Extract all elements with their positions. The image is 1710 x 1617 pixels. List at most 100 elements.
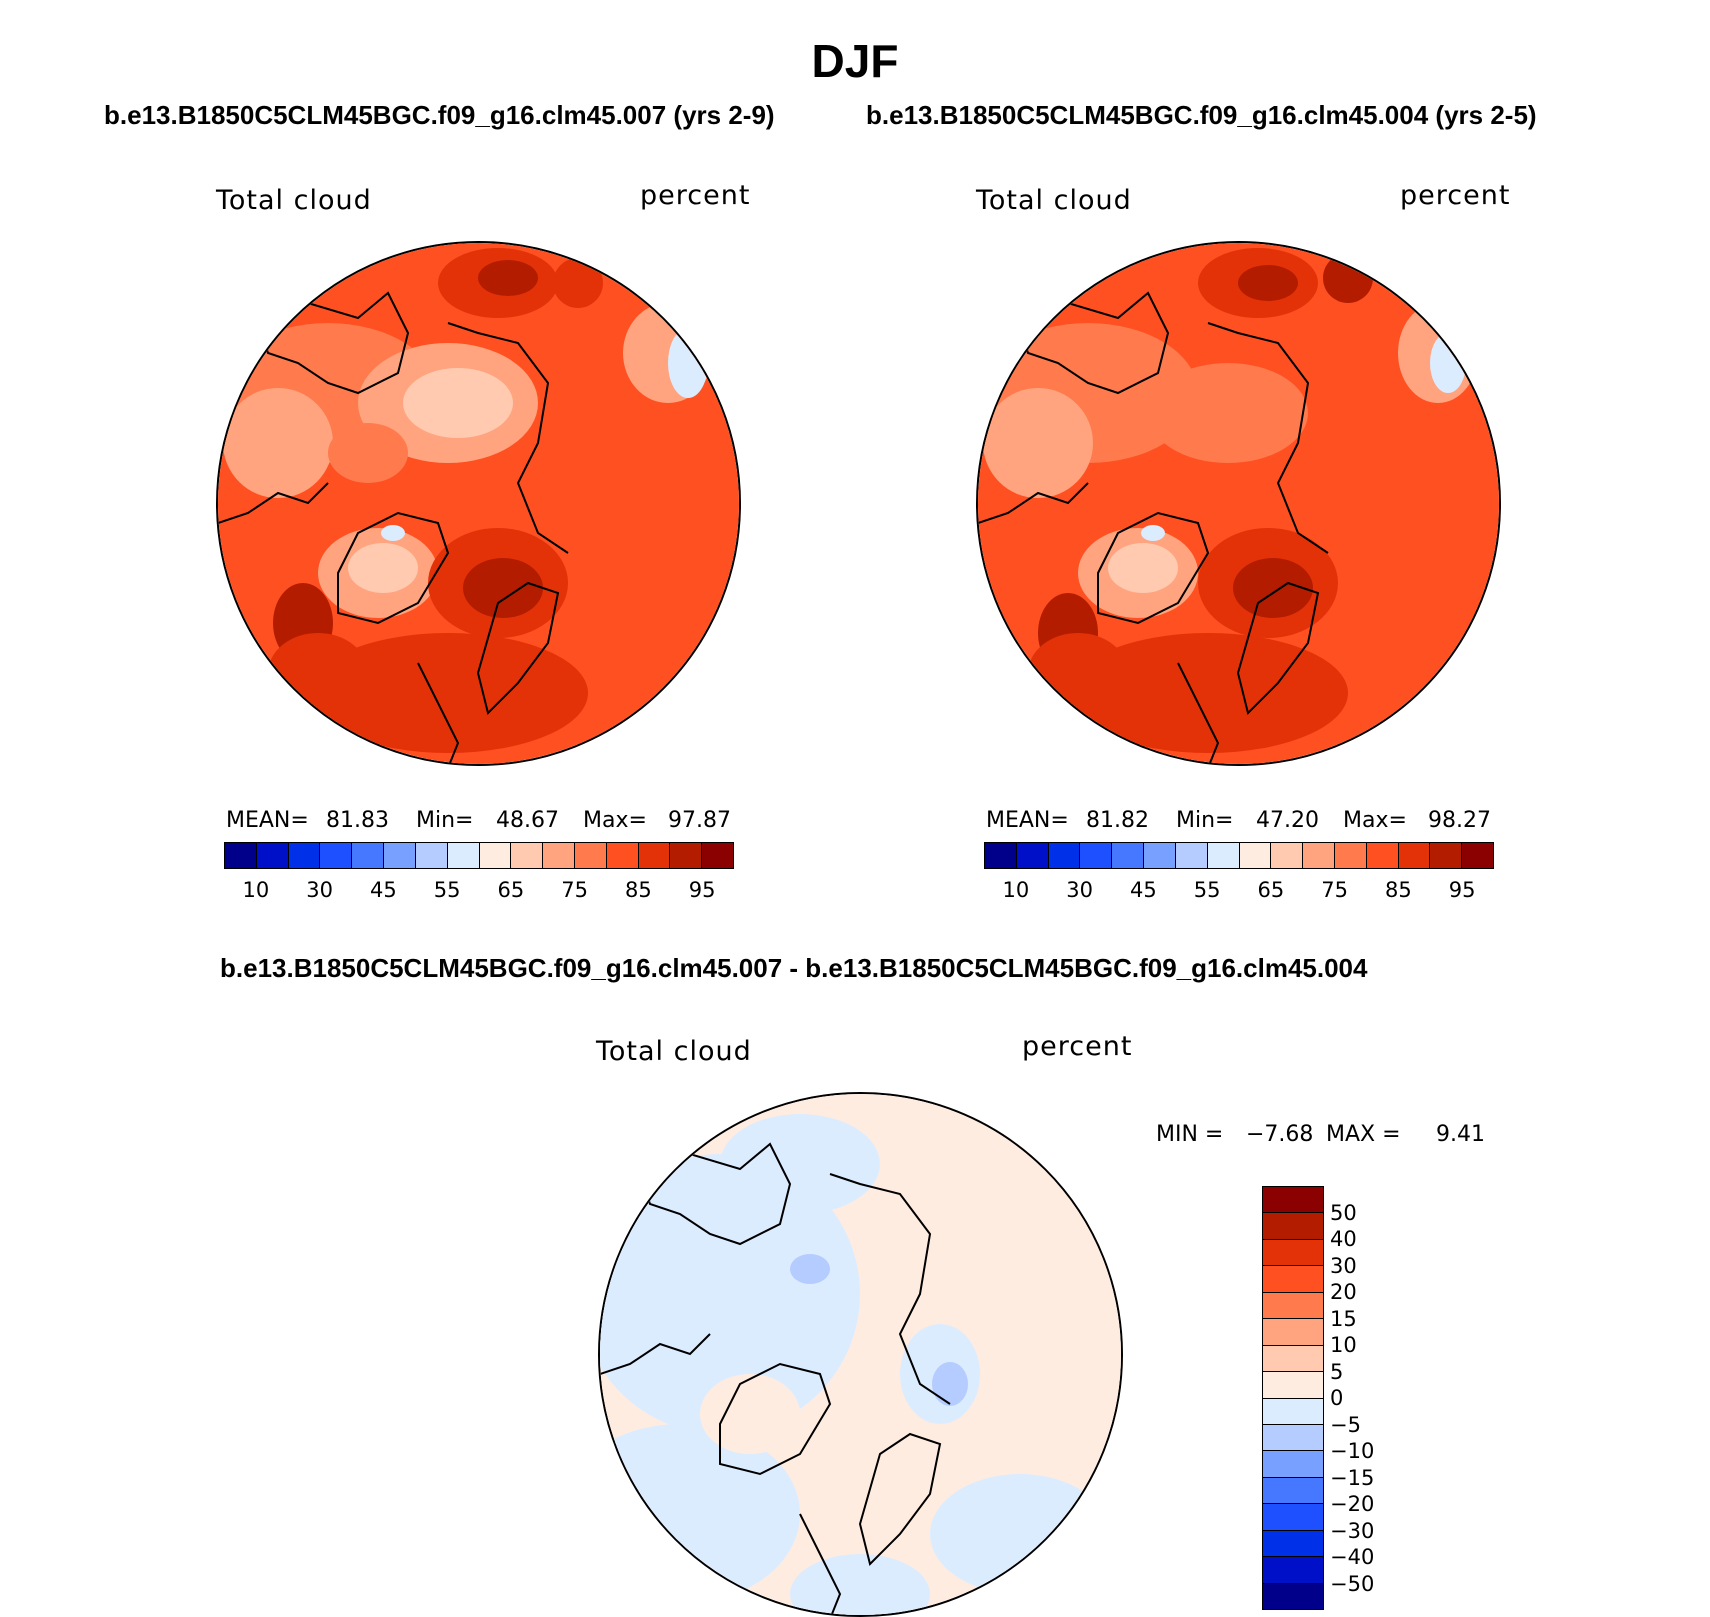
left-colorbar-swatch <box>225 843 257 868</box>
right-colorbar-swatch <box>1144 843 1176 868</box>
diff-colorbar-tick-label: −30 <box>1330 1518 1375 1543</box>
diff-colorbar-tick-label: 10 <box>1330 1333 1357 1357</box>
left-colorbar-swatch <box>320 843 353 868</box>
left-colorbar-swatch <box>288 843 321 868</box>
right-panel-subtitle: b.e13.B1850C5CLM45BGC.f09_g16.clm45.004 … <box>866 100 1537 130</box>
right-colorbar-swatch <box>1334 843 1367 868</box>
left-colorbar-swatch <box>447 843 480 868</box>
diff-colorbar-swatch <box>1263 1239 1323 1267</box>
left-min-label: Min= <box>416 808 474 833</box>
left-colorbar-tick-label: 30 <box>306 878 333 902</box>
left-colorbar-swatch <box>702 843 733 868</box>
left-units-label: percent <box>640 180 751 211</box>
diff-colorbar-tick-label: 0 <box>1330 1386 1344 1410</box>
right-colorbar-swatch <box>1303 843 1335 868</box>
left-colorbar-swatch <box>574 843 607 868</box>
left-colorbar-tick-label: 10 <box>242 878 270 902</box>
right-colorbar-swatch <box>1112 843 1145 868</box>
right-min-label: Min= <box>1176 808 1234 833</box>
left-colorbar-swatch <box>606 843 639 868</box>
right-colorbar-swatch <box>1271 843 1304 868</box>
diff-colorbar <box>1262 1186 1324 1610</box>
figure-title: DJF <box>811 35 899 87</box>
right-colorbar-swatch <box>1462 843 1493 868</box>
diff-colorbar-tick-label: 30 <box>1330 1253 1357 1278</box>
diff-colorbar-swatch <box>1263 1398 1323 1425</box>
right-colorbar-tick-label: 55 <box>1193 878 1221 902</box>
right-min-value: 47.20 <box>1256 808 1319 833</box>
left-colorbar-swatch <box>511 843 544 868</box>
diff-units-label: percent <box>1022 1031 1133 1062</box>
diff-panel-subtitle: b.e13.B1850C5CLM45BGC.f09_g16.clm45.007 … <box>220 953 1368 983</box>
left-colorbar-tick-label: 55 <box>433 878 461 902</box>
diff-colorbar-tick-label: 50 <box>1330 1200 1357 1225</box>
right-colorbar-tick-label: 10 <box>1002 878 1030 902</box>
right-polar-map <box>976 241 1501 766</box>
diff-colorbar-swatch <box>1263 1345 1323 1373</box>
right-colorbar-tick-label: 65 <box>1257 878 1285 902</box>
left-colorbar-tick-label: 75 <box>561 878 588 902</box>
left-variable-label: Total cloud <box>216 185 372 216</box>
right-colorbar-swatch <box>1175 843 1208 868</box>
diff-max-label: MAX = <box>1326 1122 1401 1147</box>
right-colorbar-swatch <box>1048 843 1081 868</box>
diff-colorbar-swatch <box>1263 1372 1323 1399</box>
diff-polar-map <box>598 1092 1123 1617</box>
diff-colorbar-swatch <box>1263 1424 1323 1452</box>
right-colorbar-tick-label: 30 <box>1066 878 1093 902</box>
left-colorbar-tick-label: 85 <box>625 878 652 902</box>
left-colorbar-swatch <box>384 843 416 868</box>
right-colorbar-swatch <box>1239 843 1272 868</box>
diff-colorbar-tick-label: −15 <box>1330 1465 1375 1490</box>
left-colorbar-tick-label: 95 <box>688 878 716 902</box>
right-colorbar-tick-label: 75 <box>1321 878 1348 902</box>
left-colorbar-tick-label: 65 <box>497 878 525 902</box>
right-colorbar-swatch <box>985 843 1017 868</box>
diff-colorbar-tick-label: −20 <box>1330 1492 1375 1516</box>
right-mean-label: MEAN= <box>986 808 1069 833</box>
right-colorbar-tick-label: 45 <box>1130 878 1157 902</box>
diff-colorbar-swatch <box>1263 1451 1323 1478</box>
diff-colorbar-tick-label: −50 <box>1330 1571 1375 1596</box>
right-colorbar-tick-label: 95 <box>1448 878 1476 902</box>
diff-colorbar-swatch <box>1263 1187 1323 1214</box>
diff-max-value: 9.41 <box>1436 1122 1485 1147</box>
right-colorbar-swatch <box>1016 843 1049 868</box>
left-colorbar-swatch <box>415 843 448 868</box>
diff-min-label: MIN = <box>1156 1122 1224 1147</box>
left-colorbar <box>224 842 734 869</box>
diff-colorbar-swatch <box>1263 1504 1323 1531</box>
diff-colorbar-tick-label: 40 <box>1330 1227 1357 1251</box>
diff-colorbar-swatch <box>1263 1557 1323 1584</box>
right-mean-value: 81.82 <box>1086 808 1149 833</box>
left-colorbar-swatch <box>256 843 289 868</box>
diff-colorbar-swatch <box>1263 1583 1323 1609</box>
left-mean-value: 81.83 <box>326 808 389 833</box>
diff-colorbar-swatch <box>1263 1477 1323 1505</box>
left-panel-subtitle: b.e13.B1850C5CLM45BGC.f09_g16.clm45.007 … <box>104 100 775 130</box>
right-max-label: Max= <box>1343 808 1407 833</box>
left-colorbar-swatch <box>543 843 575 868</box>
diff-colorbar-swatch <box>1263 1530 1323 1558</box>
diff-colorbar-swatch <box>1263 1292 1323 1320</box>
right-variable-label: Total cloud <box>976 185 1132 216</box>
diff-colorbar-swatch <box>1263 1266 1323 1293</box>
right-units-label: percent <box>1400 180 1511 211</box>
diff-colorbar-tick-label: 15 <box>1330 1306 1357 1331</box>
diff-colorbar-tick-label: 20 <box>1330 1280 1357 1304</box>
left-colorbar-tick-label: 45 <box>370 878 397 902</box>
diff-colorbar-tick-label: 5 <box>1330 1359 1344 1384</box>
diff-colorbar-tick-label: −10 <box>1330 1439 1375 1463</box>
right-colorbar-swatch <box>1207 843 1240 868</box>
left-max-value: 97.87 <box>668 808 731 833</box>
right-colorbar-swatch <box>1430 843 1463 868</box>
left-colorbar-swatch <box>479 843 512 868</box>
left-max-label: Max= <box>583 808 647 833</box>
left-min-value: 48.67 <box>496 808 559 833</box>
left-polar-map <box>216 241 741 766</box>
right-colorbar-swatch <box>1080 843 1113 868</box>
diff-colorbar-swatch <box>1263 1319 1323 1346</box>
left-colorbar-swatch <box>638 843 671 868</box>
right-max-value: 98.27 <box>1428 808 1491 833</box>
left-mean-label: MEAN= <box>226 808 309 833</box>
